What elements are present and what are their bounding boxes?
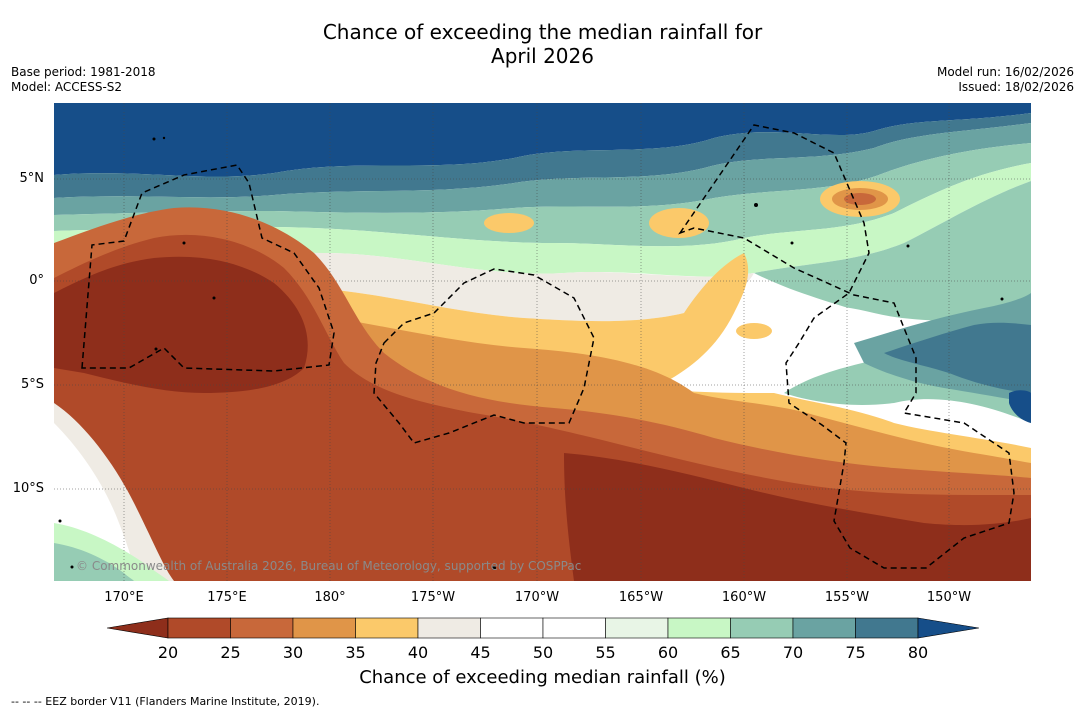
colorbar-segment-10 [730, 617, 794, 639]
colorbar-tick-35: 35 [345, 643, 366, 662]
zone-north-65 [54, 143, 1031, 247]
model-name: Model: ACCESS-S2 [11, 80, 123, 94]
colorbar-segment-4 [355, 617, 419, 639]
colorbar-tick-50: 50 [532, 643, 554, 662]
lat-label-5n: 5°N [19, 171, 45, 186]
title-line-2: April 2026 [491, 44, 594, 68]
colorbar-extend-high [917, 617, 979, 639]
colorbar-tick-65: 65 [720, 643, 741, 662]
colorbar-segment-11 [792, 617, 856, 639]
zone-north-75 [54, 113, 1031, 198]
eez-footnote: -- -- -- EEZ border V11 (Flanders Marine… [11, 695, 320, 708]
issued-date: Issued: 18/02/2026 [958, 80, 1074, 94]
rainfall-map: © Commonwealth of Australia 2026, Bureau… [54, 103, 1031, 581]
zone-20-east [564, 453, 1031, 581]
colorbar-tick-75: 75 [845, 643, 866, 662]
colorbar-tick-60: 60 [657, 643, 679, 662]
colorbar-tick-20: 20 [157, 643, 179, 662]
meta-left: Base period: 1981-2018 Model: ACCESS-S2 [11, 65, 156, 95]
graticule [54, 103, 1031, 581]
blob-yellow-3 [736, 323, 772, 339]
base-period: Base period: 1981-2018 [11, 65, 156, 79]
colorbar-tick-70: 70 [782, 643, 804, 662]
lat-label-0: 0° [29, 273, 44, 288]
colorbar-segments [107, 617, 979, 639]
colorbar-label: Chance of exceeding median rainfall (%) [359, 667, 726, 688]
colorbar-tick-30: 30 [282, 643, 304, 662]
lon-label-170e: 170°E [104, 590, 144, 605]
blob-yellow-1 [484, 213, 534, 233]
eez-borders [81, 124, 1015, 569]
lat-label-10s: 10°S [12, 481, 44, 496]
colorbar-tick-80: 80 [907, 643, 929, 662]
lon-label-160w: 160°W [721, 590, 767, 605]
meta-right: Model run: 16/02/2026 Issued: 18/02/2026 [937, 65, 1074, 95]
colorbar-segment-7 [542, 617, 606, 639]
colorbar-tick-25: 25 [220, 643, 241, 662]
colorbar-segment-9 [667, 617, 731, 639]
title-line-1: Chance of exceeding the median rainfall … [322, 20, 763, 44]
colorbar-segment-8 [605, 617, 669, 639]
blob-orange-hotspot-3 [844, 193, 876, 205]
island-markers [58, 136, 1004, 570]
lon-label-165w: 165°W [618, 590, 664, 605]
map-title: Chance of exceeding the median rainfall … [0, 20, 1085, 68]
colorbar [107, 617, 979, 639]
zone-east-dark [1009, 390, 1031, 423]
model-run: Model run: 16/02/2026 [936, 65, 1074, 79]
lon-label-175w: 175°W [410, 590, 456, 605]
lon-label-155w: 155°W [824, 590, 870, 605]
eez-kiribati-gilberts [81, 164, 335, 372]
colorbar-tick-55: 55 [595, 643, 616, 662]
colorbar-segment-3 [292, 617, 356, 639]
lon-label-150w: 150°W [926, 590, 972, 605]
colorbar-segment-5 [417, 617, 481, 639]
zone-north-80 [54, 103, 1031, 177]
colorbar-segment-6 [480, 617, 544, 639]
eez-line-islands [678, 124, 1015, 569]
colorbar-tick-40: 40 [407, 643, 429, 662]
colorbar-extend-low [107, 617, 169, 639]
colorbar-tick-45: 45 [470, 643, 491, 662]
lon-label-170w: 170°W [514, 590, 560, 605]
blob-yellow-2 [649, 208, 709, 238]
eez-tokelau-region [373, 268, 595, 444]
zone-north-70 [54, 123, 1031, 215]
zone-20 [54, 256, 308, 393]
lon-label-175e: 175°E [207, 590, 247, 605]
zone-east-80-a [884, 322, 1031, 393]
copyright-text: © Commonwealth of Australia 2026, Bureau… [76, 559, 581, 573]
lon-label-180: 180° [314, 590, 346, 605]
zone-sw-teal [54, 543, 134, 581]
colorbar-segment-1 [167, 617, 231, 639]
colorbar-segment-2 [230, 617, 294, 639]
lat-label-5s: 5°S [20, 377, 44, 392]
colorbar-segment-12 [855, 617, 919, 639]
